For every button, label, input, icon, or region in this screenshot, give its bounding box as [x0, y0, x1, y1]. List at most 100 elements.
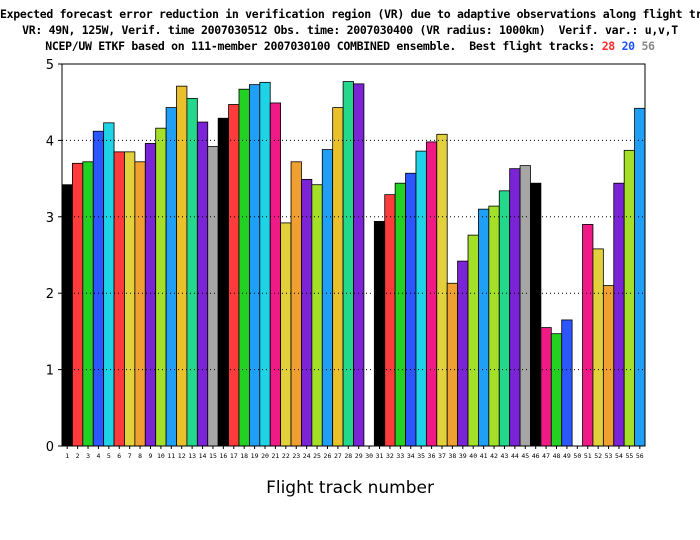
bar [196, 121, 209, 447]
bar [342, 81, 354, 447]
bar [61, 184, 73, 447]
bar [634, 107, 646, 447]
x-tick-label: 49 [563, 452, 571, 460]
x-tick-label: 34 [407, 452, 415, 460]
x-tick-label: 23 [292, 452, 300, 460]
bar [582, 224, 594, 447]
bar [124, 151, 136, 447]
bar [238, 88, 250, 447]
bar [436, 133, 448, 447]
bar [144, 143, 157, 447]
x-tick-label: 43 [501, 452, 509, 460]
chart-title-line-3-text: NCEP/UW ETKF based on 111-member 2007030… [45, 39, 596, 53]
bar [353, 83, 365, 447]
bar [72, 162, 84, 447]
bar [561, 319, 573, 447]
x-tick-label: 29 [355, 452, 363, 460]
y-tick-label: 0 [46, 440, 54, 455]
bar [134, 161, 146, 447]
x-tick-label: 4 [96, 452, 100, 460]
bar [509, 168, 521, 447]
x-tick-label: 27 [334, 452, 342, 460]
x-tick-label: 14 [199, 452, 207, 460]
x-tick-label: 40 [469, 452, 477, 460]
x-tick-label: 55 [625, 452, 633, 460]
x-tick-label: 45 [521, 452, 529, 460]
bar [373, 220, 386, 447]
x-tick-label: 41 [480, 452, 488, 460]
bar [228, 104, 240, 447]
bar [415, 150, 427, 447]
best-track-2: 20 [621, 39, 636, 53]
x-tick-label: 51 [584, 452, 592, 460]
x-tick-label: 38 [448, 452, 456, 460]
bar [92, 130, 105, 447]
bar [446, 282, 459, 447]
bar [269, 102, 282, 447]
x-tick-label: 17 [230, 452, 238, 460]
x-tick-label: 5 [107, 452, 111, 460]
bar [384, 194, 396, 447]
x-tick-label: 53 [605, 452, 613, 460]
x-tick-label: 46 [532, 452, 540, 460]
bar [259, 81, 271, 447]
x-tick-label: 2 [76, 452, 80, 460]
y-tick-label: 3 [46, 211, 54, 226]
bar [248, 84, 261, 447]
x-tick-label: 54 [615, 452, 623, 460]
bar [519, 165, 531, 447]
x-tick-label: 30 [365, 452, 373, 460]
bar [290, 161, 302, 447]
x-tick-label: 6 [117, 452, 121, 460]
y-tick-label: 1 [46, 364, 54, 379]
plot-frame [61, 63, 646, 447]
bar [113, 151, 125, 447]
bar [103, 122, 115, 447]
x-tick-label: 11 [167, 452, 175, 460]
best-track-1: 28 [601, 39, 616, 53]
chart-title-line-1: Expected forecast error reduction in ver… [0, 7, 700, 21]
bar [613, 182, 625, 447]
x-tick-label: 8 [138, 452, 142, 460]
bar [217, 117, 229, 447]
bar [405, 172, 417, 447]
chart-title-line-3: NCEP/UW ETKF based on 111-member 2007030… [0, 39, 700, 53]
bar [186, 97, 198, 447]
x-tick-label: 20 [261, 452, 269, 460]
chart-title-line-2: VR: 49N, 125W, Verif. time 2007030512 Ob… [22, 23, 678, 37]
x-tick-label: 21 [272, 452, 280, 460]
x-tick-label: 37 [438, 452, 446, 460]
bar [394, 182, 406, 447]
x-tick-label: 52 [594, 452, 602, 460]
bar [488, 205, 500, 447]
y-tick-label: 4 [46, 134, 54, 149]
bar [82, 161, 94, 447]
bar [155, 127, 167, 447]
x-tick-label: 9 [149, 452, 153, 460]
x-tick-label: 15 [209, 452, 217, 460]
bar [478, 208, 490, 447]
x-tick-label: 44 [511, 452, 519, 460]
x-tick-label: 25 [313, 452, 321, 460]
bar [321, 149, 334, 447]
best-track-3: 56 [641, 39, 655, 53]
x-tick-label: 47 [542, 452, 550, 460]
bar [498, 190, 511, 447]
x-tick-label: 22 [282, 452, 290, 460]
bar [540, 327, 552, 447]
bar [457, 260, 469, 447]
bar [207, 146, 219, 447]
x-tick-label: 50 [573, 452, 581, 460]
x-tick-label: 35 [417, 452, 425, 460]
x-tick-label: 16 [219, 452, 227, 460]
x-tick-label: 56 [636, 452, 644, 460]
x-tick-label: 48 [553, 452, 561, 460]
bar [280, 222, 292, 447]
x-tick-label: 26 [324, 452, 332, 460]
x-tick-label: 7 [128, 452, 132, 460]
bar [425, 141, 438, 447]
x-tick-label: 3 [86, 452, 90, 460]
bar [592, 248, 604, 447]
bar [602, 285, 615, 447]
